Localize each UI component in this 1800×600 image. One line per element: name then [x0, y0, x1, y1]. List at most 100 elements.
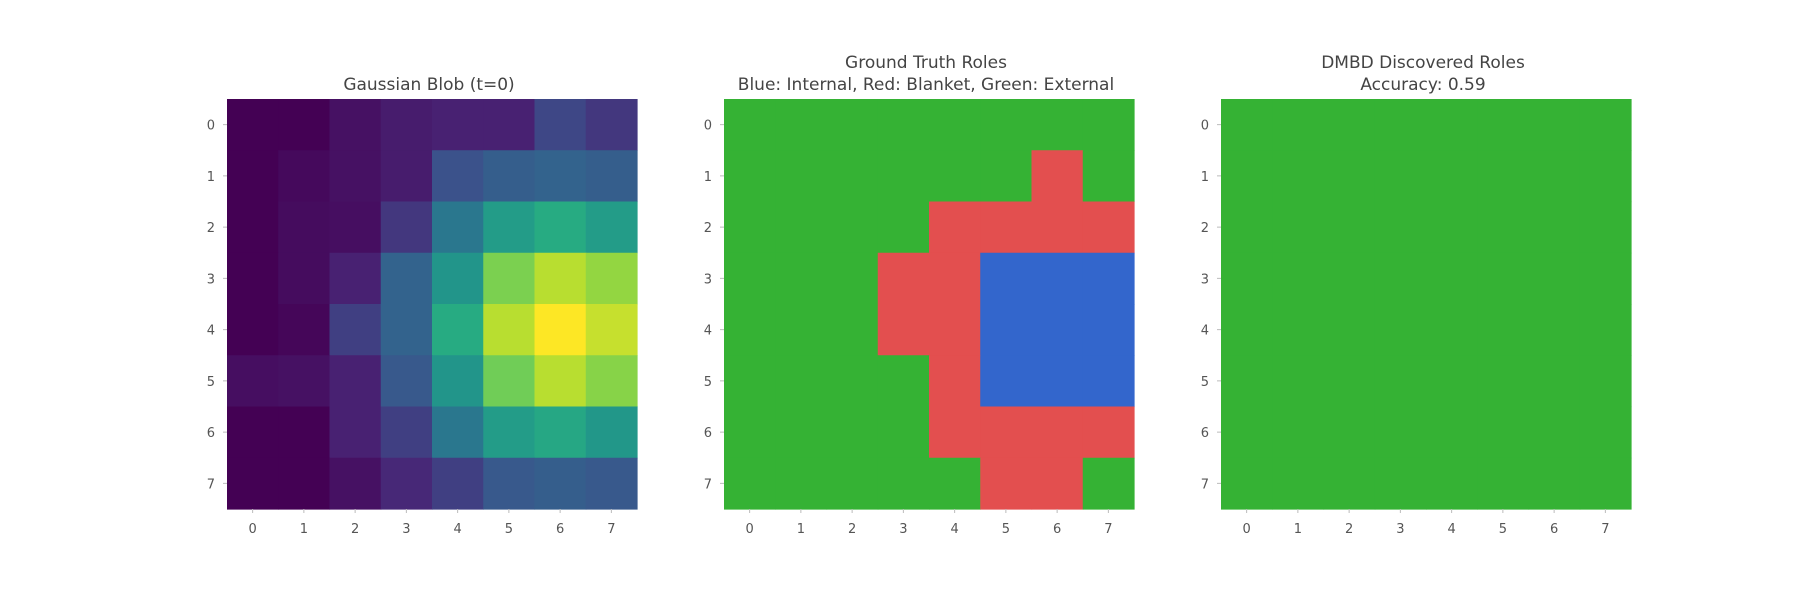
heatmap-cell [329, 99, 382, 151]
heatmap-cell [1323, 406, 1376, 459]
heatmap-cell [980, 304, 1033, 356]
heatmap-cell [1374, 304, 1427, 356]
heatmap-cell [1221, 252, 1273, 305]
heatmap-cell [1031, 201, 1084, 254]
heatmap-cell [329, 406, 382, 459]
y-tick-label: 6 [704, 426, 712, 441]
heatmap-cell [1528, 150, 1581, 203]
heatmap-cell [585, 99, 638, 151]
heatmap-cell [1221, 99, 1273, 151]
heatmap-cell [483, 355, 536, 408]
heatmap-cell [432, 355, 484, 408]
panel-3-subtitle: Accuracy: 0.59 [1360, 75, 1485, 95]
heatmap-cell [980, 406, 1033, 459]
heatmap-cell [432, 304, 484, 356]
heatmap-cell [826, 304, 879, 356]
heatmap-cell [278, 406, 331, 459]
x-tick-label: 0 [1242, 522, 1250, 537]
heatmap-cell [227, 252, 279, 305]
heatmap-cell [1426, 201, 1478, 254]
y-tick-label: 2 [704, 221, 712, 236]
heatmap-cell [227, 150, 279, 203]
heatmap-cell [1082, 201, 1135, 254]
y-tick-label: 6 [1201, 426, 1209, 441]
heatmap-cell [929, 457, 981, 510]
heatmap-cell [534, 99, 587, 151]
panel-dmbd-discovered-roles: DMBD Discovered Roles Accuracy: 0.59 0 1 2… [1201, 53, 1632, 537]
heatmap-cell [1272, 150, 1325, 203]
heatmap-cell [775, 201, 828, 254]
heatmap-cell [1426, 150, 1478, 203]
heatmap-cell [1323, 150, 1376, 203]
heatmap-cell [1579, 304, 1632, 356]
heatmap-cell [1272, 406, 1325, 459]
heatmap-cell [1221, 355, 1273, 408]
heatmap-cell [980, 252, 1033, 305]
y-tick-label: 0 [207, 119, 215, 134]
heatmap-cell [278, 304, 331, 356]
axis-ticks: 0 1 2 3 4 5 6 7 0 1 2 3 4 5 6 7 [207, 119, 616, 537]
heatmap-cell [432, 457, 484, 510]
heatmap-cell [585, 252, 638, 305]
heatmap-cell [227, 457, 279, 510]
heatmap-cell [380, 406, 433, 459]
heatmap-cell [1082, 150, 1135, 203]
heatmap-cell [483, 201, 536, 254]
heatmap-cell [534, 304, 587, 356]
y-tick-label: 7 [704, 477, 712, 492]
heatmap-cell [1528, 252, 1581, 305]
x-tick-label: 4 [950, 522, 958, 537]
heatmap-cell [1426, 99, 1478, 151]
heatmap-cell [929, 406, 981, 459]
heatmap-cell [534, 457, 587, 510]
heatmap-cell [1579, 99, 1632, 151]
heatmap-cell [585, 457, 638, 510]
heatmap-cell [980, 201, 1033, 254]
heatmap-cells [1221, 99, 1632, 510]
heatmap-cell [724, 457, 776, 510]
heatmap-cell [1374, 406, 1427, 459]
heatmap-cell [278, 99, 331, 151]
y-tick-label: 7 [1201, 477, 1209, 492]
heatmap-cell [1579, 150, 1632, 203]
heatmap-cell [1323, 457, 1376, 510]
heatmap-cell [775, 252, 828, 305]
heatmap-cell [929, 304, 981, 356]
heatmap-cell [775, 355, 828, 408]
x-tick-label: 5 [1002, 522, 1010, 537]
heatmap-cell [1579, 355, 1632, 408]
x-tick-label: 7 [607, 522, 615, 537]
heatmap-cell [483, 99, 536, 151]
heatmap-cell [980, 355, 1033, 408]
heatmap-cell [1323, 252, 1376, 305]
panel-3-title: DMBD Discovered Roles [1321, 53, 1525, 73]
heatmap-cell [1031, 355, 1084, 408]
heatmap-cell [585, 150, 638, 203]
heatmap-cell [534, 406, 587, 459]
heatmap-cell [877, 304, 930, 356]
x-tick-label: 5 [505, 522, 513, 537]
heatmap-cell [929, 99, 981, 151]
y-tick-label: 1 [207, 170, 215, 185]
y-tick-label: 4 [704, 324, 712, 339]
heatmap-cell [1031, 406, 1084, 459]
heatmap-cell [826, 457, 879, 510]
heatmap-cell [724, 252, 776, 305]
heatmap-cell [1374, 99, 1427, 151]
heatmap-cell [980, 457, 1033, 510]
x-tick-label: 6 [556, 522, 564, 537]
heatmap-cell [1426, 304, 1478, 356]
heatmap-cell [724, 406, 776, 459]
heatmap-cell [1031, 304, 1084, 356]
heatmap-cell [877, 150, 930, 203]
heatmap-cell [432, 406, 484, 459]
heatmap-cell [1374, 252, 1427, 305]
heatmap-cell [1082, 304, 1135, 356]
heatmap-cell [1477, 201, 1530, 254]
x-tick-label: 5 [1499, 522, 1507, 537]
y-tick-label: 1 [704, 170, 712, 185]
heatmap-cell [1323, 304, 1376, 356]
x-tick-label: 4 [1447, 522, 1455, 537]
heatmap-cell [1272, 355, 1325, 408]
heatmap-cell [724, 99, 776, 151]
